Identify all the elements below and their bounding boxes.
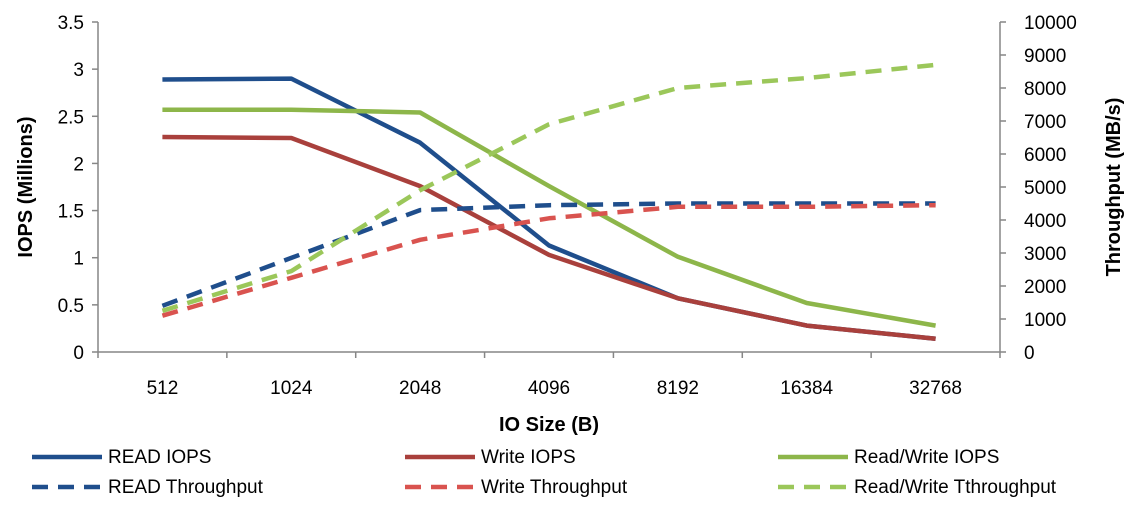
- x-tick-label: 4096: [528, 378, 570, 399]
- x-tick-label: 8192: [657, 378, 699, 399]
- right-tick-label: 0: [1024, 343, 1035, 364]
- x-tick-label: 32768: [909, 378, 962, 399]
- left-tick-label: 3: [73, 60, 84, 81]
- x-tick-label: 512: [147, 378, 179, 399]
- left-ticks: 0 0.5 1 1.5 2 2.5 3 3.5: [58, 13, 98, 364]
- x-ticks: 512 1024 2048 4096 8192 16384 32768: [97, 352, 1001, 399]
- legend-label: READ Throughput: [108, 477, 264, 498]
- right-tick-label: 2000: [1024, 277, 1066, 298]
- right-tick-label: 6000: [1024, 145, 1066, 166]
- right-tick-label: 3000: [1024, 244, 1066, 265]
- right-tick-label: 4000: [1024, 211, 1066, 232]
- legend-label: READ IOPS: [108, 447, 211, 468]
- series-line-write-iops: [162, 134, 936, 342]
- left-tick-label: 2: [73, 154, 84, 175]
- right-tick-label: 10000: [1024, 13, 1077, 34]
- left-tick-label: 0.5: [58, 296, 84, 317]
- right-tick-label: 9000: [1024, 46, 1066, 67]
- series-line-read-write-tthroughput: [161, 62, 936, 313]
- right-tick-label: 1000: [1024, 310, 1066, 331]
- left-tick-label: 3.5: [58, 13, 84, 34]
- x-tick-label: 16384: [780, 378, 833, 399]
- legend-label: Write IOPS: [481, 447, 576, 468]
- right-tick-label: 8000: [1024, 79, 1066, 100]
- legend-label: Write Throughput: [481, 477, 628, 498]
- left-tick-label: 1.5: [58, 202, 84, 223]
- y-axis-title: IOPS (Millions): [15, 116, 37, 257]
- x-axis-title: IO Size (B): [499, 414, 599, 436]
- legend-label: Read/Write Tthroughput: [854, 477, 1057, 498]
- y2-axis-title: Throughput (MB/s): [1103, 98, 1125, 277]
- legend: READ IOPS Write IOPS Read/Write IOPS READ T…: [32, 447, 1057, 498]
- left-tick-label: 2.5: [58, 107, 84, 128]
- right-ticks: 0 1000 2000 3000 4000 5000 6000 7000 8000 9000 100…: [1000, 13, 1077, 364]
- series-line-read-write-iops: [162, 107, 936, 328]
- right-tick-label: 7000: [1024, 112, 1066, 133]
- left-tick-label: 1: [73, 249, 84, 270]
- series-line-read-throughput: [161, 201, 936, 308]
- left-tick-label: 0: [73, 343, 84, 364]
- series-line-write-throughput: [161, 202, 936, 318]
- series-lines: [161, 62, 936, 342]
- series-line-read-iops: [162, 76, 936, 342]
- x-tick-label: 2048: [399, 378, 441, 399]
- x-tick-label: 1024: [270, 378, 313, 399]
- right-tick-label: 5000: [1024, 178, 1066, 199]
- legend-label: Read/Write IOPS: [854, 447, 999, 468]
